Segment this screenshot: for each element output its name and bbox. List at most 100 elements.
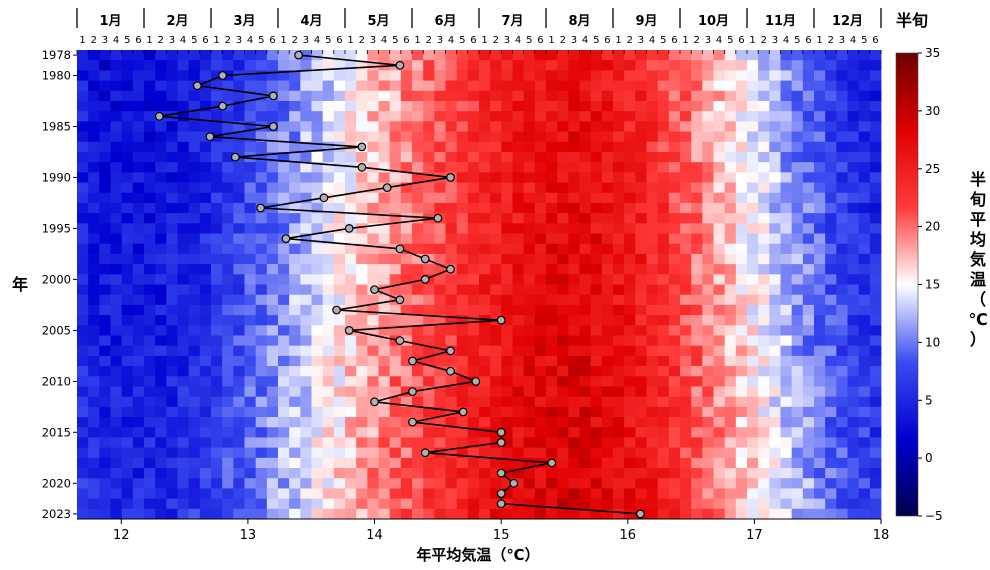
heatmap-cell bbox=[646, 447, 659, 459]
heatmap-cell bbox=[412, 427, 424, 438]
heatmap-cell bbox=[534, 60, 547, 71]
heatmap-cell bbox=[177, 50, 190, 61]
heatmap-cell bbox=[434, 264, 446, 275]
heatmap-cell bbox=[814, 90, 826, 102]
heatmap-cell bbox=[144, 406, 156, 418]
heatmap-cell bbox=[378, 376, 391, 387]
heatmap-cell bbox=[590, 172, 603, 183]
heatmap-cell bbox=[278, 294, 290, 306]
heatmap-cell bbox=[735, 223, 748, 234]
heatmap-cell bbox=[188, 294, 201, 306]
heatmap-cell bbox=[523, 396, 536, 408]
heatmap-cell bbox=[836, 151, 848, 163]
heatmap-cell bbox=[88, 151, 100, 163]
heatmap-cell bbox=[132, 172, 145, 183]
heatmap-cell bbox=[557, 376, 569, 387]
heatmap-cell bbox=[222, 345, 234, 357]
heatmap-cell bbox=[445, 427, 458, 438]
heatmap-cell bbox=[858, 386, 871, 398]
heatmap-cell bbox=[467, 172, 480, 183]
heatmap-cell bbox=[479, 274, 491, 285]
heatmap-cell bbox=[177, 396, 190, 408]
heatmap-cell bbox=[88, 457, 100, 469]
heatmap-cell bbox=[177, 151, 190, 163]
heatmap-cell bbox=[456, 315, 469, 326]
heatmap-cell bbox=[568, 100, 580, 112]
heatmap-cell bbox=[758, 294, 770, 306]
heatmap-cell bbox=[869, 223, 882, 234]
heatmap-cell bbox=[680, 100, 692, 112]
heatmap-cell bbox=[155, 325, 167, 336]
heatmap-cell bbox=[311, 508, 324, 520]
heatmap-cell bbox=[233, 233, 245, 245]
heatmap-cell bbox=[121, 70, 134, 81]
annual-mean-point bbox=[408, 417, 417, 427]
heatmap-cell bbox=[758, 304, 770, 316]
heatmap-cell bbox=[322, 172, 335, 183]
heatmap-cell bbox=[311, 396, 324, 408]
heatmap-cell bbox=[144, 437, 156, 449]
heatmap-cell bbox=[177, 111, 190, 122]
heatmap-cell bbox=[199, 182, 212, 194]
heatmap-cell bbox=[356, 70, 368, 81]
heatmap-cell bbox=[802, 202, 815, 214]
heatmap-cell bbox=[400, 141, 413, 153]
heatmap-cell bbox=[177, 192, 190, 204]
heatmap-cell bbox=[322, 111, 335, 122]
heatmap-cell bbox=[624, 386, 636, 398]
heatmap-cell bbox=[680, 213, 692, 224]
heatmap-cell bbox=[266, 406, 279, 418]
heatmap-cell bbox=[758, 345, 770, 357]
heatmap-cell bbox=[300, 233, 312, 245]
half-month-tick-label: 5 bbox=[593, 35, 599, 46]
heatmap-cell bbox=[680, 498, 692, 510]
heatmap-cell bbox=[345, 60, 357, 71]
heatmap-cell bbox=[255, 417, 268, 428]
heatmap-cell bbox=[758, 417, 770, 428]
heatmap-cell bbox=[211, 447, 223, 459]
heatmap-cell bbox=[735, 264, 748, 275]
heatmap-cell bbox=[802, 141, 815, 153]
heatmap-cell bbox=[266, 366, 279, 377]
heatmap-cell bbox=[814, 315, 826, 326]
half-month-tick-label: 1 bbox=[213, 35, 219, 46]
heatmap-cell bbox=[244, 131, 257, 143]
heatmap-cell bbox=[467, 315, 480, 326]
heatmap-cell bbox=[747, 111, 759, 122]
heatmap-cell bbox=[110, 366, 123, 377]
heatmap-cell bbox=[724, 396, 737, 408]
heatmap-cell bbox=[613, 376, 625, 387]
heatmap-cell bbox=[534, 457, 547, 469]
heatmap-cell bbox=[99, 60, 111, 71]
heatmap-cell bbox=[456, 437, 469, 449]
heatmap-cell bbox=[367, 243, 379, 255]
heatmap-cell bbox=[144, 417, 156, 428]
half-month-tick-label: 5 bbox=[258, 35, 264, 46]
heatmap-cell bbox=[735, 90, 748, 102]
heatmap-cell bbox=[110, 233, 123, 245]
heatmap-cell bbox=[177, 335, 190, 347]
heatmap-cell bbox=[657, 70, 670, 81]
heatmap-cell bbox=[99, 417, 111, 428]
heatmap-cell bbox=[769, 50, 781, 61]
heatmap-cell bbox=[613, 243, 625, 255]
heatmap-cell bbox=[657, 253, 670, 265]
heatmap-cell bbox=[244, 70, 257, 81]
heatmap-cell bbox=[467, 243, 480, 255]
heatmap-cell bbox=[702, 141, 714, 153]
heatmap-cell bbox=[423, 284, 435, 296]
heatmap-cell bbox=[657, 213, 670, 224]
heatmap-cell bbox=[479, 80, 491, 92]
heatmap-cell bbox=[735, 447, 748, 459]
heatmap-cell bbox=[646, 437, 659, 449]
heatmap-cell bbox=[99, 406, 111, 418]
heatmap-cell bbox=[769, 498, 781, 510]
heatmap-cell bbox=[77, 172, 89, 183]
heatmap-cell bbox=[523, 478, 536, 489]
heatmap-cell bbox=[345, 457, 357, 469]
heatmap-cell bbox=[445, 213, 458, 224]
heatmap-cell bbox=[512, 233, 525, 245]
heatmap-cell bbox=[747, 417, 759, 428]
heatmap-cell bbox=[668, 202, 681, 214]
heatmap-cell bbox=[155, 253, 167, 265]
